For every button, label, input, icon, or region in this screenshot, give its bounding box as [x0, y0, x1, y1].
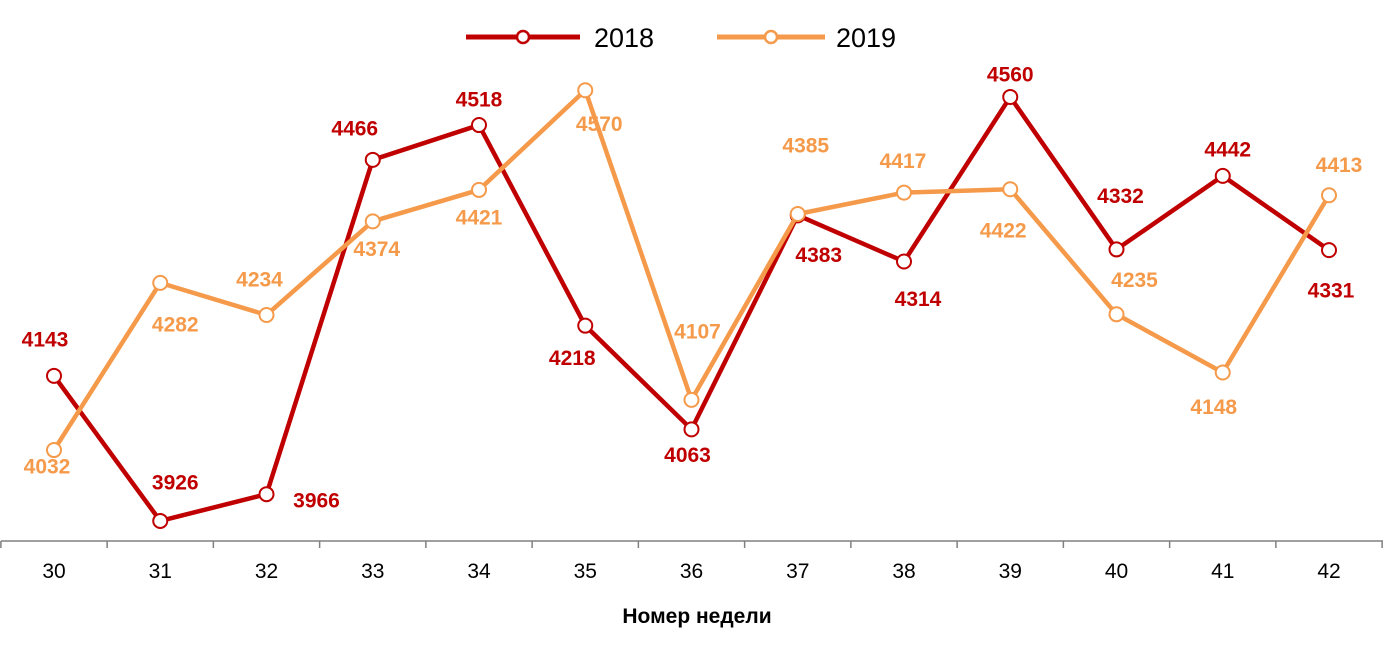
data-point-2019-37	[789, 205, 806, 222]
data-point-2018-38	[896, 253, 912, 270]
data-label-2019-32: 4234	[236, 268, 283, 291]
data-label-2019-42: 4413	[1316, 154, 1363, 177]
data-label-2019-31: 4282	[152, 313, 199, 336]
data-point-2018-40	[1108, 241, 1125, 258]
x-tick-label-39: 39	[999, 560, 1022, 583]
data-label-2019-40: 4235	[1111, 269, 1158, 292]
x-tick-label-34: 34	[467, 560, 491, 583]
x-axis-title: Номер недели	[622, 605, 771, 628]
data-label-2018-42: 4331	[1308, 280, 1355, 303]
data-label-2018-40: 4332	[1097, 185, 1144, 208]
data-label-2018-36: 4063	[664, 444, 711, 467]
x-tick-label-30: 30	[42, 560, 65, 583]
data-label-2019-41: 4148	[1190, 396, 1237, 419]
data-label-2018-34: 4518	[456, 89, 503, 112]
data-label-2019-37: 4385	[782, 134, 829, 157]
data-point-2019-42	[1321, 187, 1337, 204]
data-label-2018-38: 4314	[895, 288, 942, 311]
series-2019	[46, 82, 1337, 459]
data-label-2019-35: 4570	[576, 113, 623, 136]
data-point-2019-40	[1108, 306, 1125, 323]
legend-item-2019: 2019	[717, 23, 896, 53]
data-point-2019-35	[577, 82, 594, 99]
data-label-2018-35: 4218	[549, 347, 596, 370]
x-tick-label-38: 38	[892, 560, 915, 583]
legend: 2018 2019	[466, 23, 896, 53]
data-label-2019-36: 4107	[674, 320, 721, 343]
x-tick-label-40: 40	[1105, 560, 1128, 583]
x-tick-label-31: 31	[149, 560, 172, 583]
x-tick-label-36: 36	[680, 560, 703, 583]
x-tick-label-41: 41	[1211, 560, 1234, 583]
data-point-2019-41	[1214, 364, 1231, 381]
data-point-2018-41	[1214, 167, 1231, 184]
data-label-2019-34: 4421	[456, 206, 503, 229]
data-point-2019-30	[46, 442, 62, 459]
data-label-2018-31: 3926	[152, 471, 199, 494]
data-label-2018-30: 4143	[22, 328, 69, 351]
legend-item-2018: 2018	[466, 23, 654, 53]
series-2018	[46, 88, 1337, 529]
data-point-2018-36	[683, 421, 700, 438]
data-label-2018-32: 3966	[293, 490, 340, 513]
data-point-2018-33	[364, 151, 381, 168]
data-label-2018-41: 4442	[1204, 138, 1251, 161]
data-point-2018-42	[1321, 242, 1337, 259]
data-label-2018-39: 4560	[987, 63, 1034, 86]
data-label-2019-33: 4374	[353, 238, 400, 261]
data-label-2018-33: 4466	[331, 117, 378, 140]
legend-label-2018: 2018	[594, 23, 654, 53]
legend-marker-2018	[515, 29, 531, 45]
legend-label-2019: 2019	[836, 23, 896, 53]
data-point-2019-36	[683, 391, 700, 408]
data-point-2019-32	[258, 306, 275, 323]
legend-marker-2019	[763, 29, 779, 45]
x-tick-label-32: 32	[255, 560, 278, 583]
data-label-2018-37: 4383	[795, 244, 842, 267]
x-tick-label-42: 42	[1317, 560, 1340, 583]
data-point-2019-38	[896, 184, 912, 201]
data-point-2018-30	[46, 367, 62, 384]
data-point-2018-39	[1002, 88, 1019, 105]
data-point-2018-32	[258, 486, 275, 503]
data-label-2019-38: 4417	[880, 150, 927, 173]
data-point-2019-34	[471, 181, 487, 198]
data-point-2019-31	[152, 274, 169, 291]
data-point-2018-31	[152, 512, 169, 529]
data-point-2019-39	[1002, 181, 1019, 198]
data-label-2019-39: 4422	[980, 220, 1027, 243]
x-tick-label-35: 35	[574, 560, 597, 583]
x-tick-label-37: 37	[786, 560, 809, 583]
data-point-2018-35	[577, 317, 594, 334]
data-point-2018-34	[471, 117, 487, 134]
x-tick-label-33: 33	[361, 560, 384, 583]
data-point-2019-33	[364, 213, 381, 230]
data-label-2019-30: 4032	[24, 456, 71, 479]
